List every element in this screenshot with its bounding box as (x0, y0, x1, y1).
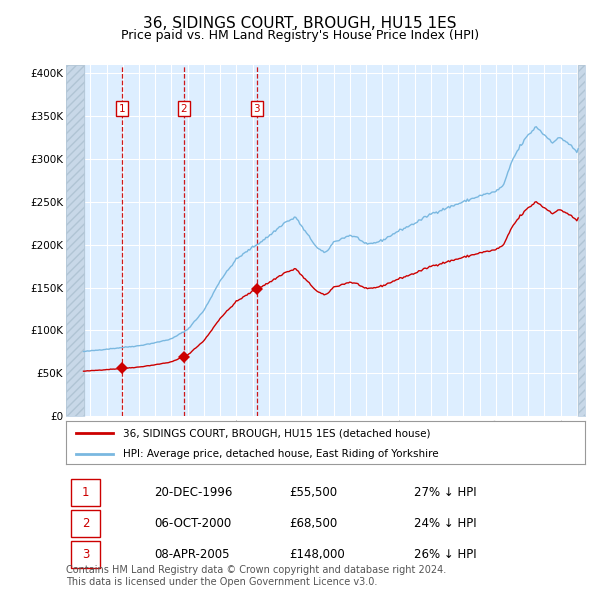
Text: 2: 2 (82, 517, 89, 530)
FancyBboxPatch shape (71, 510, 100, 537)
Text: 08-APR-2005: 08-APR-2005 (154, 548, 230, 561)
Text: 06-OCT-2000: 06-OCT-2000 (154, 517, 232, 530)
Text: 20-DEC-1996: 20-DEC-1996 (154, 486, 233, 499)
Text: 3: 3 (82, 548, 89, 561)
Text: £148,000: £148,000 (289, 548, 345, 561)
Text: 2: 2 (181, 104, 187, 114)
Text: 27% ↓ HPI: 27% ↓ HPI (414, 486, 476, 499)
Text: 1: 1 (119, 104, 125, 114)
Text: HPI: Average price, detached house, East Riding of Yorkshire: HPI: Average price, detached house, East… (123, 448, 439, 458)
FancyBboxPatch shape (71, 479, 100, 506)
FancyBboxPatch shape (71, 541, 100, 568)
Text: 1: 1 (82, 486, 89, 499)
Text: £55,500: £55,500 (289, 486, 337, 499)
Text: 36, SIDINGS COURT, BROUGH, HU15 1ES (detached house): 36, SIDINGS COURT, BROUGH, HU15 1ES (det… (123, 428, 431, 438)
Text: 3: 3 (254, 104, 260, 114)
Text: Price paid vs. HM Land Registry's House Price Index (HPI): Price paid vs. HM Land Registry's House … (121, 29, 479, 42)
Text: 24% ↓ HPI: 24% ↓ HPI (414, 517, 476, 530)
Text: Contains HM Land Registry data © Crown copyright and database right 2024.
This d: Contains HM Land Registry data © Crown c… (66, 565, 446, 587)
Text: 26% ↓ HPI: 26% ↓ HPI (414, 548, 476, 561)
Text: 36, SIDINGS COURT, BROUGH, HU15 1ES: 36, SIDINGS COURT, BROUGH, HU15 1ES (143, 16, 457, 31)
Text: £68,500: £68,500 (289, 517, 337, 530)
